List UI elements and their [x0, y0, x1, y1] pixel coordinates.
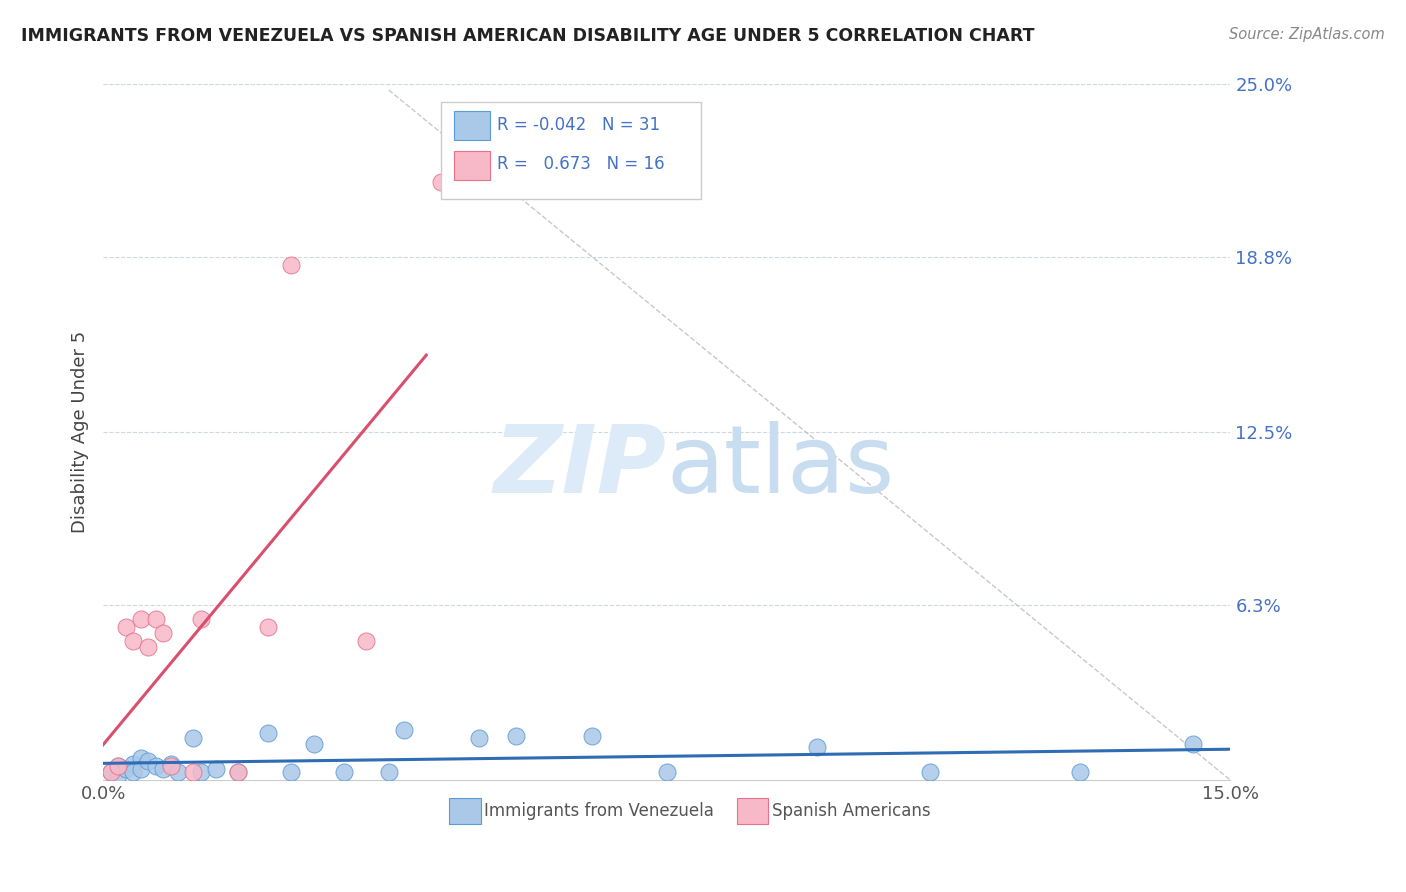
- FancyBboxPatch shape: [454, 111, 489, 140]
- FancyBboxPatch shape: [450, 797, 481, 824]
- Point: [129, 762, 152, 776]
- Text: Spanish Americans: Spanish Americans: [772, 802, 931, 820]
- Point: [806, 739, 828, 754]
- Point: [167, 764, 190, 779]
- Point: [377, 764, 399, 779]
- Point: [129, 612, 152, 626]
- Point: [1069, 764, 1091, 779]
- Point: [145, 612, 167, 626]
- Point: [107, 767, 129, 781]
- Point: [581, 729, 603, 743]
- Point: [354, 634, 377, 648]
- Point: [107, 759, 129, 773]
- Text: R =   0.673   N = 16: R = 0.673 N = 16: [496, 155, 664, 173]
- Point: [655, 764, 678, 779]
- Point: [122, 634, 145, 648]
- FancyBboxPatch shape: [454, 151, 489, 180]
- Point: [280, 764, 302, 779]
- Point: [1181, 737, 1204, 751]
- Point: [190, 612, 212, 626]
- Point: [190, 764, 212, 779]
- Point: [302, 737, 325, 751]
- Point: [918, 764, 941, 779]
- Point: [136, 640, 159, 654]
- Text: Immigrants from Venezuela: Immigrants from Venezuela: [484, 802, 714, 820]
- Point: [257, 726, 280, 740]
- Text: IMMIGRANTS FROM VENEZUELA VS SPANISH AMERICAN DISABILITY AGE UNDER 5 CORRELATION: IMMIGRANTS FROM VENEZUELA VS SPANISH AME…: [21, 27, 1035, 45]
- Point: [159, 759, 181, 773]
- Y-axis label: Disability Age Under 5: Disability Age Under 5: [72, 331, 89, 533]
- FancyBboxPatch shape: [737, 797, 768, 824]
- FancyBboxPatch shape: [441, 102, 700, 199]
- Point: [100, 764, 122, 779]
- Text: ZIP: ZIP: [494, 421, 666, 513]
- Point: [228, 764, 250, 779]
- Point: [129, 751, 152, 765]
- Point: [280, 258, 302, 272]
- Point: [114, 762, 136, 776]
- Point: [152, 762, 174, 776]
- Text: R = -0.042   N = 31: R = -0.042 N = 31: [496, 116, 659, 134]
- Point: [152, 625, 174, 640]
- Point: [122, 764, 145, 779]
- Point: [122, 756, 145, 771]
- Point: [392, 723, 415, 738]
- Point: [228, 764, 250, 779]
- Point: [114, 620, 136, 634]
- Text: Source: ZipAtlas.com: Source: ZipAtlas.com: [1229, 27, 1385, 42]
- Point: [430, 175, 453, 189]
- Text: atlas: atlas: [666, 421, 896, 513]
- Point: [181, 764, 204, 779]
- Point: [181, 731, 204, 746]
- Point: [159, 756, 181, 771]
- Point: [257, 620, 280, 634]
- Point: [205, 762, 228, 776]
- Point: [107, 759, 129, 773]
- Point: [100, 764, 122, 779]
- Point: [332, 764, 354, 779]
- Point: [145, 759, 167, 773]
- Point: [468, 731, 491, 746]
- Point: [136, 754, 159, 768]
- Point: [505, 729, 527, 743]
